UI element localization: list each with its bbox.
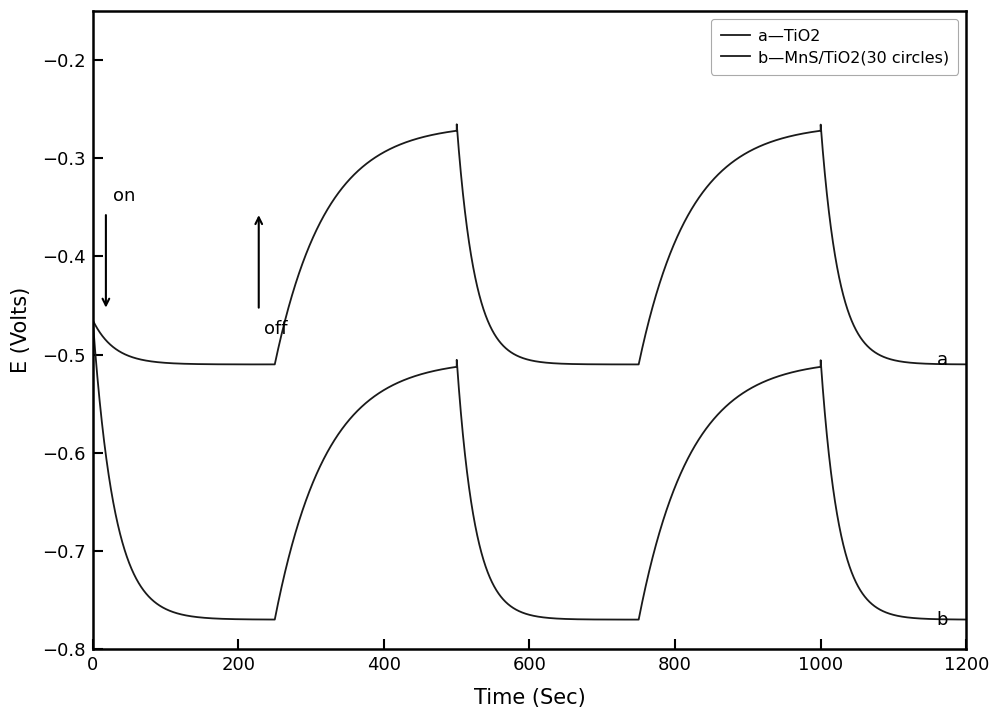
Text: b: b bbox=[937, 610, 948, 628]
Legend: a—TiO2, b—MnS/TiO2(30 circles): a—TiO2, b—MnS/TiO2(30 circles) bbox=[711, 19, 958, 75]
X-axis label: Time (Sec): Time (Sec) bbox=[474, 688, 585, 708]
Text: off: off bbox=[264, 320, 287, 338]
Y-axis label: E (Volts): E (Volts) bbox=[11, 287, 31, 373]
Text: a: a bbox=[937, 351, 948, 369]
Text: on: on bbox=[113, 188, 136, 206]
